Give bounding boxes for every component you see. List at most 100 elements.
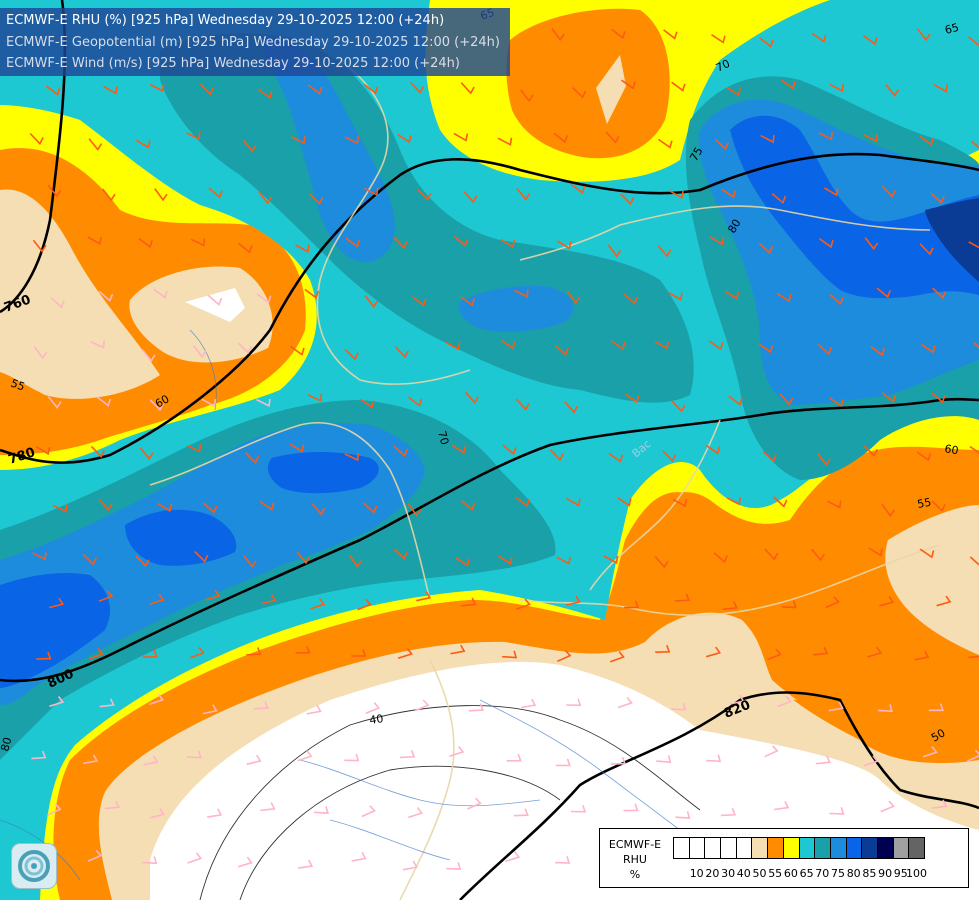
wind-barb-icon: [29, 132, 44, 146]
legend-tick-label: 50: [752, 867, 767, 880]
wind-barb-icon: [549, 449, 564, 462]
wind-barb-icon: [870, 346, 886, 357]
wind-barb-icon: [722, 601, 738, 611]
rhu-band-midblue-southwest: [125, 509, 237, 566]
wind-barb-icon: [764, 745, 779, 758]
wind-barb-icon: [776, 293, 792, 303]
wind-barb-icon: [291, 136, 306, 145]
wind-barb-icon: [31, 750, 47, 760]
legend-swatch: [829, 837, 847, 859]
rhu-label: 80: [725, 217, 743, 236]
wind-barb-icon: [99, 698, 115, 708]
wind-barb-icon: [397, 647, 413, 659]
wind-barb-icon: [362, 502, 378, 514]
wind-barb-icon: [35, 445, 51, 456]
wind-barb-icon: [453, 132, 469, 142]
rhu-band-orange-east: [53, 447, 979, 900]
title-geopotential: ECMWF-E Geopotential (m) [925 hPa] Wedne…: [6, 35, 500, 50]
wind-barb-icon: [408, 807, 423, 819]
wind-barb-icon: [828, 701, 844, 712]
wind-barb-icon: [916, 451, 932, 462]
wind-barb-icon: [154, 188, 168, 202]
wind-barb-icon: [708, 340, 724, 351]
wind-barb-icon: [417, 188, 432, 201]
wind-barb-icon: [47, 184, 62, 198]
wind-barb-icon: [521, 698, 537, 709]
wind-barb-icon: [32, 239, 47, 253]
wind-barb-icon: [566, 497, 581, 507]
wind-barb-icon: [607, 244, 622, 258]
wind-barb-icon: [363, 83, 379, 95]
wind-barb-icon: [654, 340, 670, 350]
rhu-contours: [199, 705, 701, 900]
wind-barb-icon: [777, 695, 792, 708]
wind-barb-icon: [207, 808, 223, 818]
rhu-label: 40: [369, 712, 385, 727]
wind-barb-icon: [818, 132, 834, 141]
wind-barb-icon: [98, 590, 114, 602]
wind-barb-icon: [706, 754, 722, 763]
wind-barb-icon: [194, 550, 209, 563]
wind-barb-icon: [759, 37, 774, 48]
legend-caption-variable: RHU: [623, 853, 647, 866]
wind-barb-icon: [48, 597, 64, 609]
geopotential-line-780: [0, 152, 979, 464]
wind-barb-icon: [781, 600, 797, 609]
rhu-label: 55: [9, 377, 27, 394]
wind-barb-icon: [516, 598, 531, 610]
wind-barb-icon: [468, 703, 484, 712]
wind-barb-icon: [668, 291, 683, 301]
wind-barb-icon: [45, 85, 61, 96]
legend-swatch: [861, 837, 878, 859]
legend-swatch: [704, 837, 722, 859]
border-line: [149, 422, 431, 601]
wind-barb-icon: [139, 447, 154, 461]
wind-barb-icon: [729, 694, 745, 705]
legend-swatch: [720, 837, 737, 859]
rhu-label: 70: [435, 429, 451, 446]
wind-barb-icon: [556, 649, 572, 663]
wind-barb-icon: [500, 238, 516, 249]
wind-barb-icon: [566, 291, 581, 305]
wind-barb-icon: [344, 452, 360, 462]
rhu-label: 50: [929, 726, 948, 744]
wind-barb-icon: [623, 803, 639, 812]
wind-barb-icon: [624, 393, 640, 404]
wind-barb-icon: [826, 500, 842, 509]
wind-barb-icon: [344, 136, 360, 145]
wind-barb-icon: [49, 696, 65, 708]
wind-barb-icon: [603, 555, 619, 565]
wind-barb-icon: [555, 856, 571, 864]
wind-barb-icon: [553, 132, 569, 144]
legend-swatch: [782, 837, 800, 859]
rhu-label: 60: [153, 392, 172, 410]
border-line: [519, 544, 941, 616]
wind-barb-icon: [621, 79, 636, 90]
wind-barb-icon: [393, 548, 408, 561]
wind-barb-icon: [186, 444, 202, 453]
wind-barb-icon: [914, 650, 930, 661]
wind-barb-icon: [973, 342, 979, 349]
wind-barb-icon: [705, 444, 721, 455]
rhu-contour-40: [199, 705, 701, 900]
wind-barb-icon: [817, 453, 831, 467]
wind-barb-icon: [970, 140, 979, 149]
rhu-label: 65: [943, 21, 960, 37]
legend-swatch: [845, 837, 863, 859]
wind-barb-icon: [295, 244, 310, 253]
wind-barb-icon: [304, 288, 320, 300]
wind-barb-icon: [863, 35, 878, 46]
wind-barb-icon: [919, 243, 934, 256]
wind-barb-icon: [143, 755, 159, 766]
wind-barb-icon: [258, 88, 273, 99]
wind-barb-icon: [445, 341, 461, 351]
wind-barb-icon: [310, 598, 326, 610]
wind-barb-icon: [617, 696, 633, 709]
legend-swatch: [767, 837, 784, 859]
wind-barb-icon: [83, 754, 99, 765]
wind-barb-icon: [149, 693, 165, 706]
wind-barb-icon: [767, 648, 782, 661]
wind-barb-icon: [829, 397, 844, 408]
wind-barb-icon: [87, 849, 103, 862]
wind-barb-icon: [930, 192, 945, 204]
